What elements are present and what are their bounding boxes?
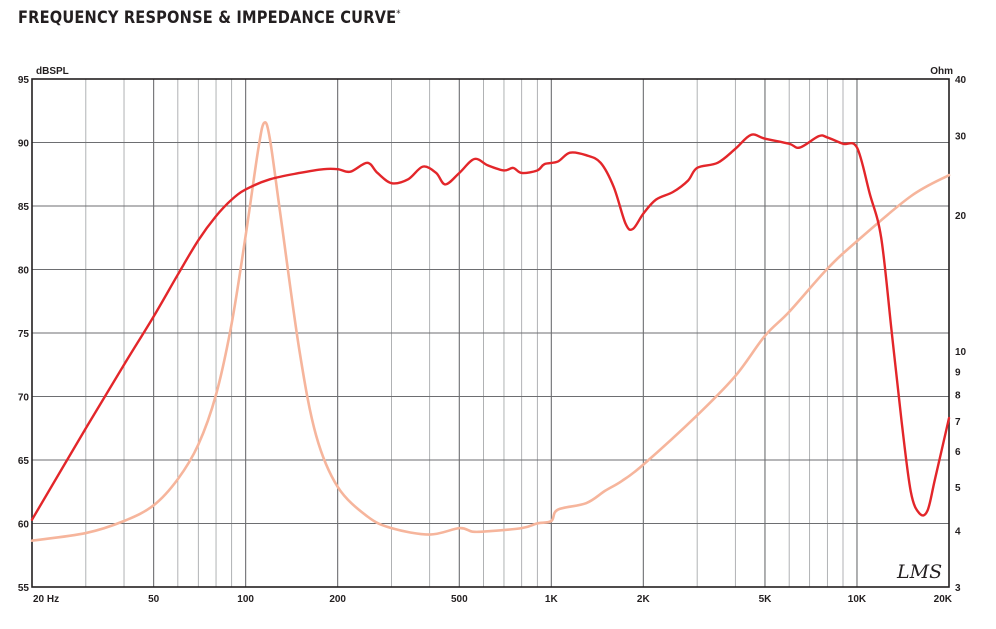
right-tick-label: 10 — [955, 347, 967, 358]
x-tick-label: 1K — [545, 594, 559, 605]
x-tick-label: 20K — [934, 594, 953, 605]
impedance-curve — [30, 121, 951, 542]
left-tick-label: 65 — [18, 456, 30, 467]
x-tick-label: 200 — [329, 594, 346, 605]
right-tick-label: 4 — [955, 527, 961, 538]
chart-series — [30, 121, 951, 542]
right-tick-label: 3 — [955, 583, 961, 594]
left-tick-label: 85 — [18, 202, 30, 213]
right-tick-label: 30 — [955, 131, 967, 142]
axis-ticks: 20 Hz 50 100 200 500 1K 2K 5K 10K 20K556065707580… — [18, 75, 967, 605]
chart-title-text: FREQUENCY RESPONSE & IMPEDANCE CURVE — [18, 8, 397, 28]
left-tick-label: 60 — [18, 520, 30, 531]
x-tick-label: 50 — [148, 594, 160, 605]
right-tick-label: 5 — [955, 483, 961, 494]
x-tick-label: 10K — [848, 594, 867, 605]
left-axis-label: dBSPL — [36, 66, 69, 77]
left-tick-label: 80 — [18, 266, 30, 277]
x-tick-label: 500 — [451, 594, 468, 605]
left-tick-label: 90 — [18, 139, 30, 150]
x-tick-label: 20 Hz — [33, 594, 59, 605]
chart-grid — [32, 79, 949, 587]
right-tick-label: 6 — [955, 447, 961, 458]
right-tick-label: 20 — [955, 211, 967, 222]
right-tick-label: 40 — [955, 75, 967, 86]
title-footnote-mark: * — [396, 8, 401, 20]
frequency-response-curve — [30, 133, 951, 521]
plot-frame — [31, 78, 950, 588]
lms-logo: LMS — [896, 561, 942, 583]
right-tick-label: 7 — [955, 417, 961, 428]
right-tick-label: 9 — [955, 368, 961, 379]
x-tick-label: 5K — [759, 594, 773, 605]
left-tick-label: 55 — [18, 583, 30, 594]
right-axis-label: Ohm — [930, 66, 953, 77]
left-tick-label: 70 — [18, 393, 30, 404]
chart-title: FREQUENCY RESPONSE & IMPEDANCE CURVE* — [18, 8, 401, 28]
right-tick-label: 8 — [955, 391, 961, 402]
left-tick-label: 75 — [18, 329, 30, 340]
x-tick-label: 2K — [637, 594, 651, 605]
x-tick-label: 100 — [237, 594, 254, 605]
left-tick-label: 95 — [18, 75, 30, 86]
